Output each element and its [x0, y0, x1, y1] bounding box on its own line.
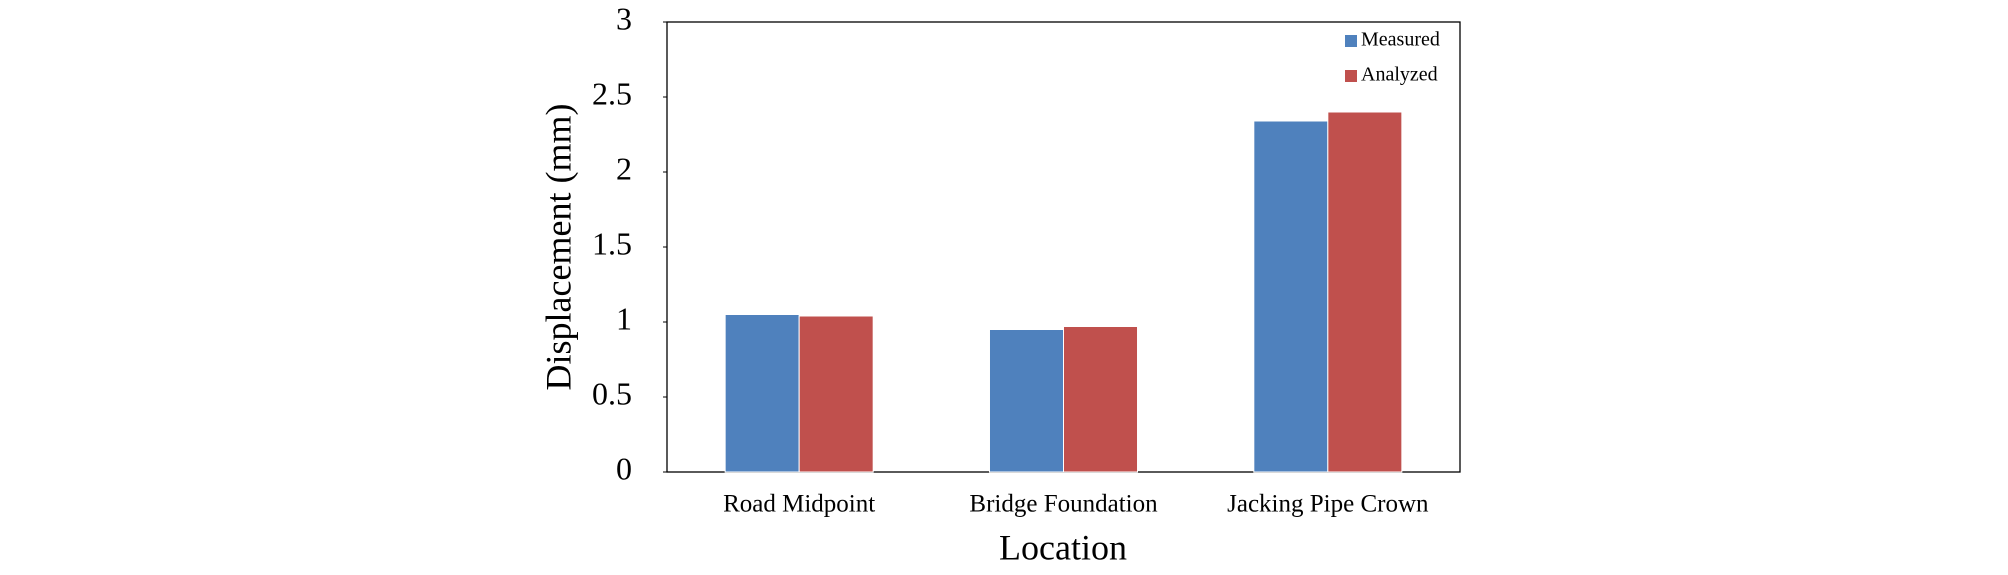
y-tick-label: 0.5 — [592, 375, 632, 411]
bar — [1063, 326, 1139, 473]
x-tick-label: Jacking Pipe Crown — [1227, 491, 1429, 518]
bar — [1253, 120, 1329, 473]
legend-label: Analyzed — [1361, 64, 1438, 86]
x-axis-title: Location — [999, 527, 1127, 567]
legend-swatch — [1345, 35, 1357, 47]
y-axis-title: Displacement (mm) — [538, 104, 578, 391]
x-tick-label: Bridge Foundation — [969, 491, 1158, 518]
y-tick-label: 1 — [616, 300, 632, 336]
y-tick-label: 3 — [616, 0, 632, 36]
legend-swatch — [1345, 70, 1357, 82]
y-tick-label: 2 — [616, 150, 632, 186]
bar — [724, 314, 800, 473]
y-tick-label: 1.5 — [592, 225, 632, 261]
bar — [798, 315, 874, 473]
bar — [988, 329, 1065, 473]
y-tick-label: 2.5 — [592, 75, 632, 111]
legend-label: Measured — [1361, 29, 1440, 51]
bar — [1327, 111, 1403, 473]
y-tick-label: 0 — [616, 450, 632, 486]
x-tick-label: Road Midpoint — [723, 491, 875, 518]
